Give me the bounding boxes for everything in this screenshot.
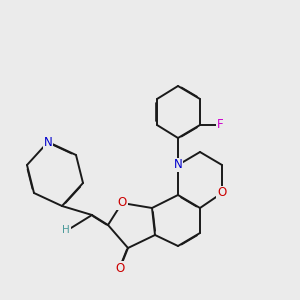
Text: N: N xyxy=(174,158,182,172)
Text: F: F xyxy=(217,118,223,131)
Text: O: O xyxy=(218,187,226,200)
Text: O: O xyxy=(117,196,127,209)
Text: O: O xyxy=(116,262,124,275)
Text: N: N xyxy=(44,136,52,148)
Text: H: H xyxy=(62,225,70,235)
